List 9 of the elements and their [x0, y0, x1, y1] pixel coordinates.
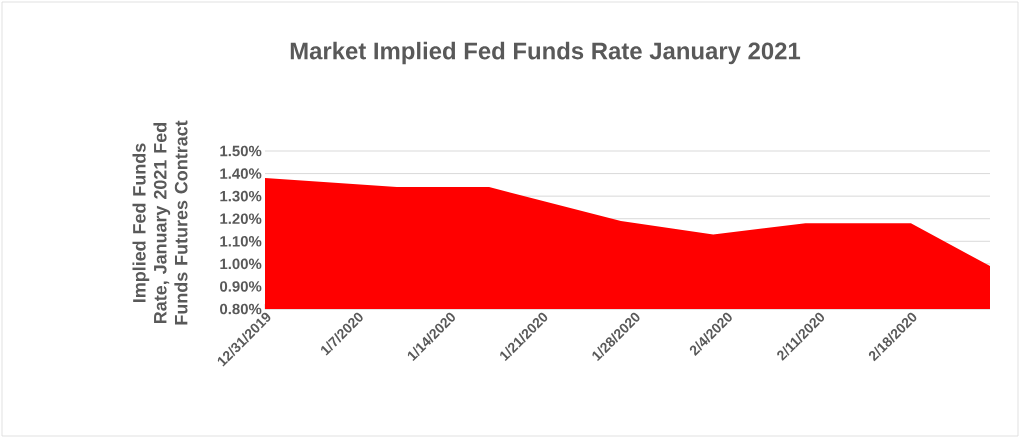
y-tick-label: 1.00% [220, 258, 262, 270]
chart-title: Market Implied Fed Funds Rate January 2021 [290, 41, 801, 65]
y-tick-label: 0.90% [220, 281, 262, 292]
y-tick-label: 1.50% [220, 145, 262, 157]
y-tick-label: 1.40% [220, 168, 262, 179]
y-tick-label: 1.30% [220, 190, 262, 202]
y-tick-label: 1.10% [220, 235, 262, 247]
y-axis-title: Implied Fed Funds Rate, January 2021 Fed Funds Futures Contract [132, 120, 188, 325]
y-tick-label: 1.20% [220, 213, 262, 224]
